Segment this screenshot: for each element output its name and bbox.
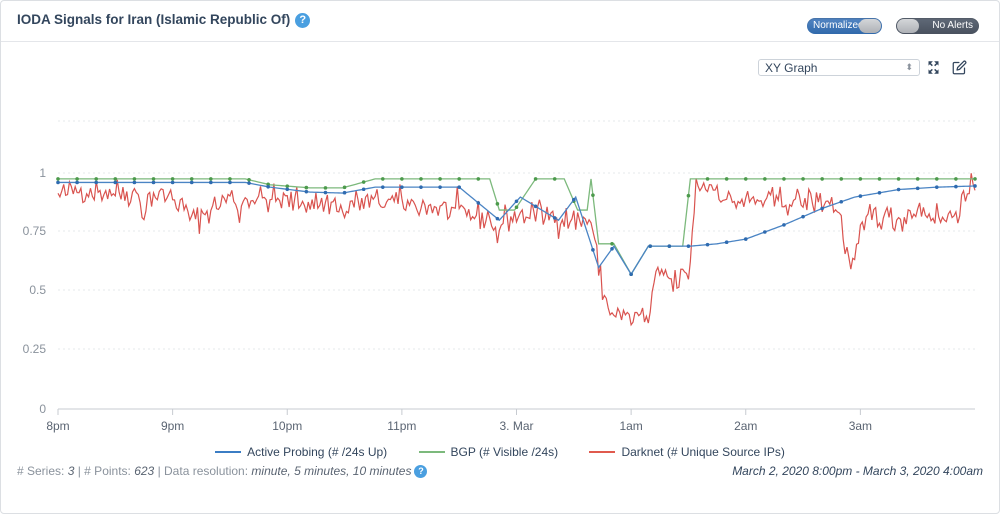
svg-text:1: 1 <box>39 166 46 180</box>
svg-text:11pm: 11pm <box>387 419 416 433</box>
svg-text:0.5: 0.5 <box>29 283 46 297</box>
svg-text:0.25: 0.25 <box>23 342 47 356</box>
svg-text:3am: 3am <box>849 419 872 433</box>
svg-text:Time (UTC): Time (UTC) <box>485 439 547 441</box>
svg-text:10pm: 10pm <box>272 419 302 433</box>
svg-text:2am: 2am <box>734 419 757 433</box>
svg-text:3. Mar: 3. Mar <box>499 419 533 433</box>
svg-text:0: 0 <box>39 402 46 416</box>
svg-text:0.75: 0.75 <box>23 224 47 238</box>
svg-text:1am: 1am <box>619 419 642 433</box>
svg-text:8pm: 8pm <box>46 419 69 433</box>
svg-text:9pm: 9pm <box>161 419 184 433</box>
